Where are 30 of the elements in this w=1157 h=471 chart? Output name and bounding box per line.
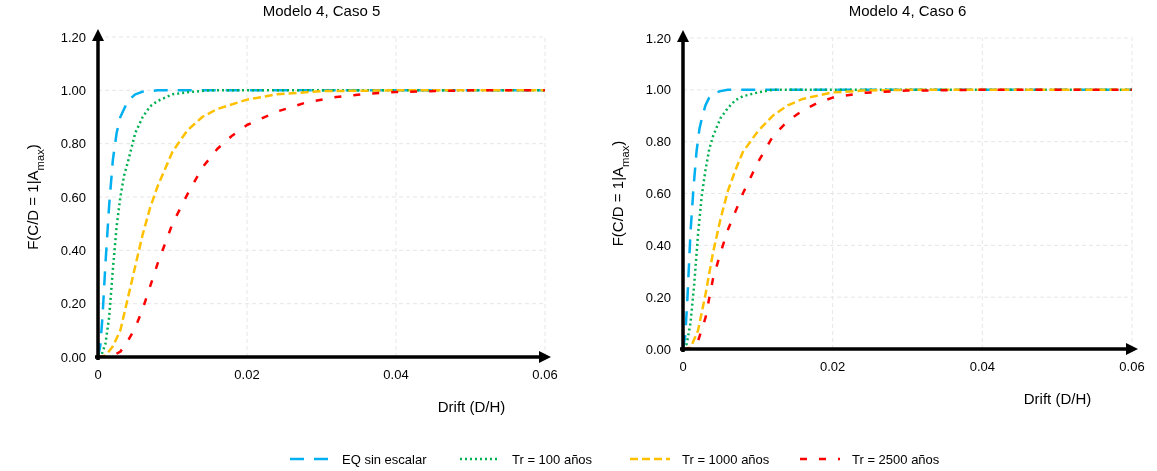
y-tick-label: 1.20 [60, 29, 86, 45]
y-tick-label: 0.80 [645, 134, 671, 150]
legend-label: Tr = 100 años [512, 451, 593, 467]
legend-label: EQ sin escalar [342, 451, 428, 467]
y-tick-label: 0.20 [645, 289, 671, 305]
chart-title: Modelo 4, Caso 5 [262, 2, 381, 19]
x-tick-label: 0.02 [234, 367, 260, 382]
y-tick-label: 0.00 [60, 349, 86, 365]
y-tick-label: 0.20 [60, 296, 86, 312]
x-tick-label: 0.06 [1119, 359, 1145, 374]
y-tick-label: 1.20 [645, 30, 671, 46]
y-tick-label: 0.60 [645, 186, 671, 202]
legend-label: Tr = 1000 años [682, 451, 770, 467]
chart-title: Modelo 4, Caso 6 [848, 2, 967, 19]
y-tick-label: 1.00 [60, 82, 86, 98]
x-tick-label: 0.02 [820, 359, 846, 374]
x-axis-title: Drift (D/H) [437, 398, 506, 415]
x-tick-label: 0.04 [383, 367, 409, 382]
y-tick-label: 0.40 [60, 242, 86, 258]
x-tick-label: 0.04 [969, 359, 995, 374]
y-tick-label: 0.80 [60, 136, 86, 152]
x-axis-title: Drift (D/H) [1023, 390, 1092, 407]
y-tick-label: 0.00 [645, 341, 671, 357]
y-tick-label: 0.40 [645, 237, 671, 253]
y-tick-label: 0.60 [60, 189, 86, 205]
x-tick-label: 0.06 [532, 367, 558, 382]
x-tick-label: 0 [679, 359, 687, 374]
legend-label: Tr = 2500 años [852, 451, 940, 467]
x-tick-label: 0 [94, 367, 102, 382]
y-tick-label: 1.00 [645, 82, 671, 98]
